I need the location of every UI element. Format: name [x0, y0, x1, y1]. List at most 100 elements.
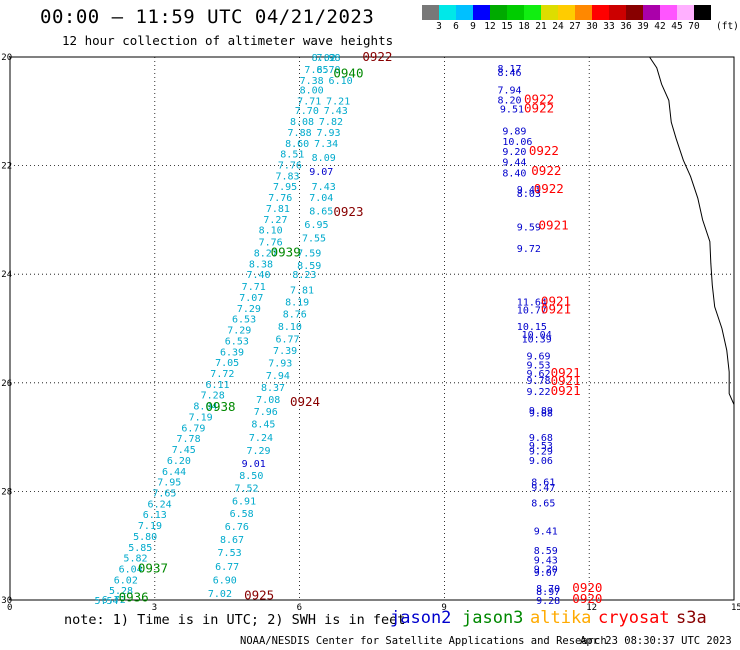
wave-height-label: 8.61: [531, 478, 555, 489]
wave-height-label: 5.28: [109, 586, 133, 597]
colorbar-swatch: [524, 5, 541, 20]
wave-height-label: 7.96: [254, 407, 278, 418]
wave-height-label: 7.24: [249, 433, 273, 444]
wave-height-label: 6.39: [220, 347, 244, 358]
wave-height-label: 6.24: [148, 499, 172, 510]
wave-height-label: 7.85: [304, 65, 328, 76]
colorbar-swatch: [558, 5, 575, 20]
wave-height-label: 9.89: [502, 126, 526, 137]
wave-height-label: 7.76: [278, 161, 302, 172]
coastline: [649, 56, 735, 405]
colorbar-tick-label: 6: [453, 21, 459, 32]
wave-height-label: 7.94: [266, 371, 290, 382]
wave-height-label: 8.38: [249, 259, 273, 270]
colorbar-swatch: [439, 5, 456, 20]
wave-height-label: 7.40: [247, 270, 271, 281]
colorbar-tick-label: 24: [552, 21, 564, 32]
pass-time-label: 0922: [524, 91, 554, 106]
pass-time-label: 0921: [551, 365, 581, 380]
wave-height-label: 8.09: [312, 153, 336, 164]
wave-height-label: 6.11: [205, 380, 229, 391]
wave-height-label: 7.43: [312, 182, 336, 193]
wave-height-label: 8.50: [239, 471, 263, 482]
credit-line: NOAA/NESDIS Center for Satellite Applica…: [240, 635, 607, 647]
wave-height-label: 8.65: [309, 207, 333, 218]
colorbar-tick-label: 30: [586, 21, 598, 32]
wave-height-label: 9.20: [502, 147, 526, 158]
colorbar-swatch: [592, 5, 609, 20]
wave-height-label: 8.10: [278, 322, 302, 333]
wave-height-label: 7.55: [302, 233, 326, 244]
wave-height-label: 7.29: [227, 326, 251, 337]
wave-height-label: 10.15: [517, 322, 547, 333]
wave-height-label: 7.71: [297, 96, 321, 107]
wave-height-label: 6.20: [167, 456, 191, 467]
colorbar-tick-label: 33: [603, 21, 615, 32]
wave-height-label: 6.44: [162, 467, 186, 478]
wave-height-label: 6.77: [215, 562, 239, 573]
wave-height-label: 8.37: [261, 383, 285, 394]
pass-time-label: 0920: [572, 580, 602, 595]
page-title: 00:00 — 11:59 UTC 04/21/2023: [40, 6, 375, 28]
wave-height-label: 8.17: [497, 64, 521, 75]
wave-height-label: 6.90: [213, 575, 237, 586]
wave-height-label: 6.76: [225, 522, 249, 533]
wave-height-label: 7.05: [215, 358, 239, 369]
colorbar-tick-label: 18: [518, 21, 530, 32]
pass-time-label: 0924: [290, 394, 320, 409]
x-tick-label: 15: [731, 603, 740, 613]
wave-height-label: 8.67: [220, 535, 244, 546]
wave-height-label: 8.59: [297, 261, 321, 272]
legend-s3a: s3a: [676, 608, 707, 628]
wave-height-label: 9.68: [529, 433, 553, 444]
wave-height-label: 9.59: [517, 222, 541, 233]
wave-height-label: 7.72: [210, 369, 234, 380]
wave-height-label: 6.13: [143, 510, 167, 521]
legend-cryosat: cryosat: [598, 608, 670, 628]
wave-height-label: 8.59: [534, 546, 558, 557]
wave-height-label: 7.95: [273, 182, 297, 193]
wave-height-label: 7.21: [326, 96, 350, 107]
wave-height-label: 7.53: [218, 548, 242, 559]
wave-height-label: 9.41: [534, 526, 558, 537]
pass-time-label: 0922: [362, 49, 392, 64]
colorbar-swatch: [541, 5, 558, 20]
wave-height-label: 8.02: [312, 53, 336, 64]
x-tick-label: 12: [586, 603, 597, 613]
legend-jason3: jason3: [462, 608, 524, 628]
colorbar-swatch: [609, 5, 626, 20]
wave-height-label: 5.82: [123, 554, 147, 565]
wave-height-label: 7.27: [263, 215, 287, 226]
wave-height-label: 7.81: [290, 285, 314, 296]
wave-height-label: 9.89: [529, 406, 553, 417]
colorbar-tick-label: 27: [569, 21, 581, 32]
y-tick-label: -24: [0, 270, 12, 280]
wave-height-label: 10.06: [502, 137, 532, 148]
colorbar-swatch: [422, 5, 439, 20]
colorbar-tick-label: 39: [637, 21, 649, 32]
y-tick-label: -28: [0, 487, 12, 497]
wave-height-label: 6.95: [304, 220, 328, 231]
wave-height-label: 7.76: [268, 193, 292, 204]
wave-height-label: 7.45: [172, 445, 196, 456]
legend-altika: altika: [530, 608, 592, 628]
wave-height-label: 9.78: [526, 376, 550, 387]
wave-height-label: 7.19: [138, 521, 162, 532]
wave-height-label: 10.04: [522, 330, 552, 341]
colorbar-swatch: [490, 5, 507, 20]
wave-height-label: 10.77: [517, 305, 547, 316]
wave-height-label: 5.54: [94, 596, 118, 607]
wave-height-label: 9.53: [529, 441, 553, 452]
colorbar-swatch: [575, 5, 592, 20]
wave-height-label: 9.20: [534, 565, 558, 576]
wave-height-label: 7.83: [275, 171, 299, 182]
legend-jason2: jason2: [390, 608, 452, 628]
wave-height-label: 8.00: [300, 86, 324, 97]
wave-height-label: 7.43: [324, 106, 348, 117]
wave-height-label: 7.76: [259, 238, 283, 249]
pass-time-label: 0922: [531, 163, 561, 178]
colorbar-tick-label: 70: [688, 21, 700, 32]
wave-height-label: 9.22: [526, 387, 550, 398]
wave-height-label: 9.62: [526, 369, 550, 380]
wave-height-label: 7.81: [266, 204, 290, 215]
